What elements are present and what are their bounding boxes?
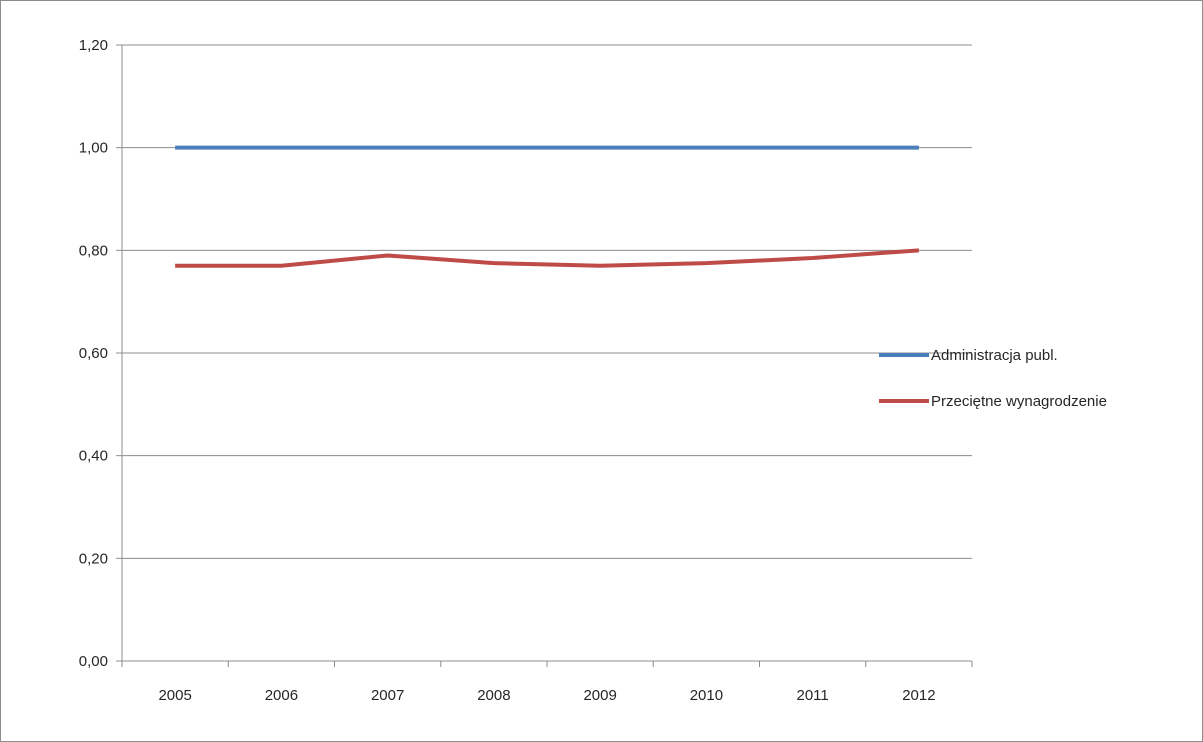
x-tick-label: 2011: [796, 687, 828, 704]
y-tick-label: 0,80: [79, 242, 108, 259]
y-tick-label: 1,00: [79, 140, 108, 157]
y-tick-label: 0,40: [79, 448, 108, 465]
legend-label: Przeciętne wynagrodzenie: [931, 393, 1107, 410]
y-tick-label: 0,20: [79, 550, 108, 567]
x-tick-label: 2010: [690, 687, 723, 704]
x-tick-label: 2007: [371, 687, 404, 704]
series-line-1: [175, 248, 920, 268]
x-axis-tick-labels: 2005 2006 2007 2008 2009 2010 2011 2012: [158, 687, 935, 704]
x-tick-label: 2009: [583, 687, 616, 704]
x-tick-label: 2005: [158, 687, 191, 704]
y-tick-label: 1,20: [79, 37, 108, 54]
legend: Administracja publ. Przeciętne wynagrodze…: [879, 347, 1107, 410]
y-axis-tick-labels: 0,00 0,20 0,40 0,60 0,80 1,00 1,20: [79, 37, 108, 670]
y-tick-label: 0,60: [79, 345, 108, 362]
y-tick-label: 0,00: [79, 653, 108, 670]
series-lines: [175, 145, 920, 268]
legend-label: Administracja publ.: [931, 347, 1058, 364]
gridlines: [122, 44, 972, 559]
x-tick-label: 2012: [902, 687, 935, 704]
x-tick-label: 2008: [477, 687, 510, 704]
x-tick-label: 2006: [265, 687, 298, 704]
axes: [116, 44, 973, 667]
